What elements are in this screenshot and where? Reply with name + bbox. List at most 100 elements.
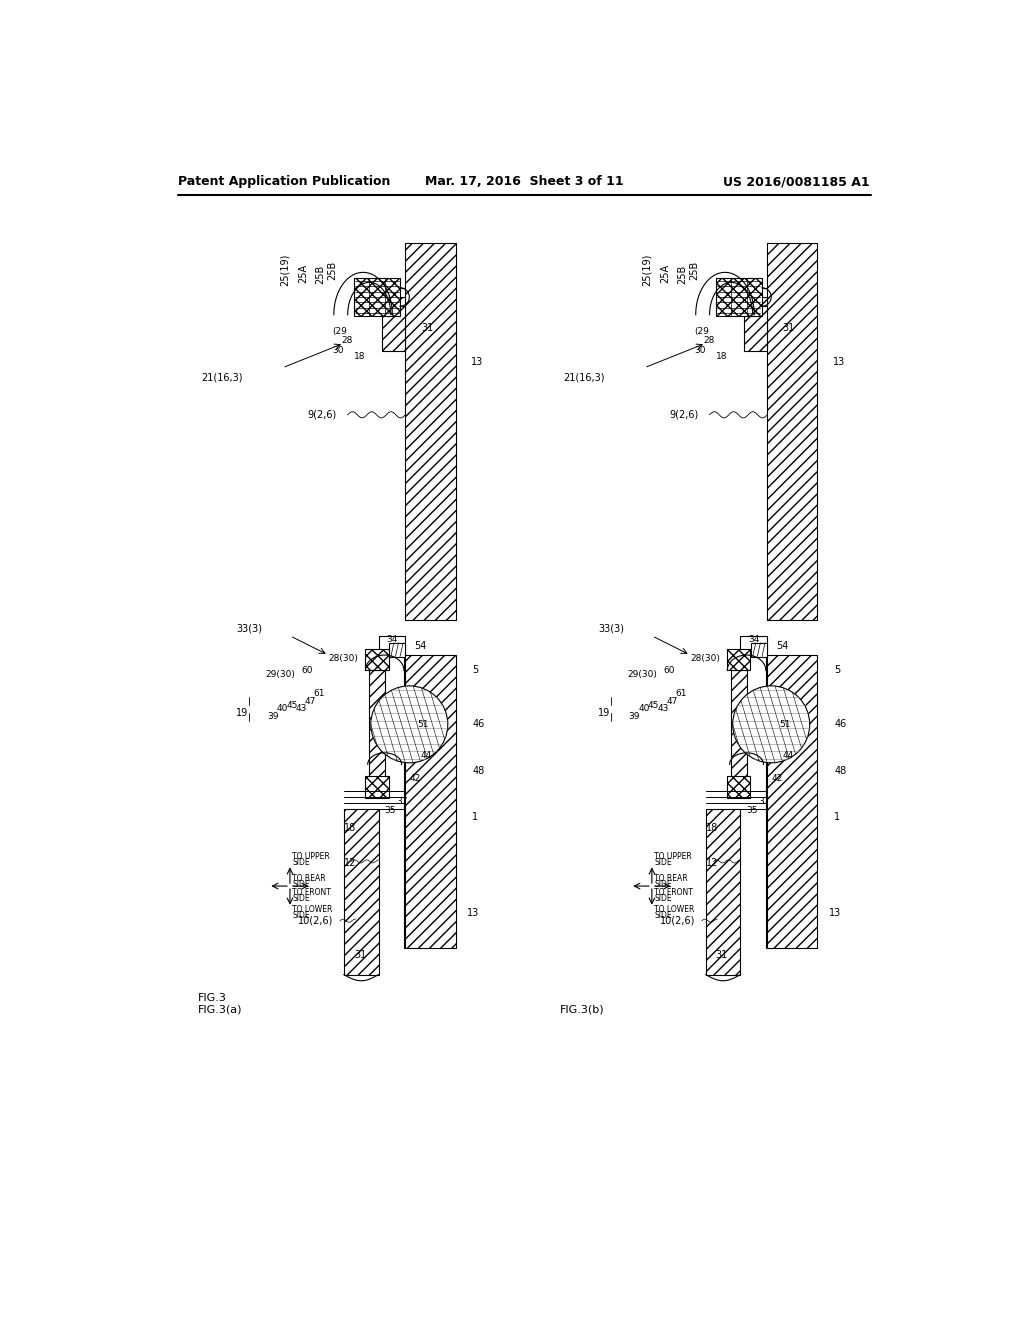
Text: 39: 39 — [267, 713, 279, 721]
Text: 13: 13 — [833, 358, 845, 367]
Text: TO REAR: TO REAR — [292, 874, 326, 883]
Text: US 2016/0081185 A1: US 2016/0081185 A1 — [723, 176, 869, 187]
Text: SIDE: SIDE — [292, 911, 310, 920]
Text: 30: 30 — [694, 346, 706, 355]
Text: TO UPPER: TO UPPER — [654, 853, 692, 861]
Text: 10(2,6): 10(2,6) — [659, 916, 695, 925]
Text: 19: 19 — [598, 708, 610, 718]
Text: 35: 35 — [385, 807, 396, 814]
Text: 28(30): 28(30) — [690, 655, 720, 664]
Text: 18: 18 — [354, 352, 366, 360]
Bar — [706, 809, 740, 974]
Bar — [406, 655, 456, 948]
Text: 25A: 25A — [298, 264, 308, 284]
Text: TO FRONT: TO FRONT — [292, 888, 331, 896]
Text: SIDE: SIDE — [654, 880, 672, 888]
Text: 25(19): 25(19) — [280, 253, 290, 286]
Text: 51: 51 — [417, 719, 428, 729]
Text: 40: 40 — [639, 705, 650, 713]
Text: 5: 5 — [835, 665, 841, 676]
Bar — [366, 776, 388, 797]
Text: 5: 5 — [472, 665, 478, 676]
Text: 43: 43 — [295, 705, 307, 713]
Text: 28: 28 — [703, 337, 715, 346]
Text: 60: 60 — [301, 667, 313, 675]
Text: 48: 48 — [835, 766, 847, 776]
Bar — [379, 636, 406, 655]
Bar — [406, 243, 456, 620]
Circle shape — [371, 686, 447, 763]
Text: FIG.3(a): FIG.3(a) — [198, 1005, 242, 1014]
Text: 9(2,6): 9(2,6) — [670, 409, 698, 420]
Text: SIDE: SIDE — [654, 894, 672, 903]
Text: 47: 47 — [667, 697, 678, 706]
Text: 12: 12 — [706, 858, 718, 869]
Text: 25B: 25B — [678, 264, 688, 284]
Text: 25B: 25B — [328, 260, 337, 280]
Text: 28(30): 28(30) — [329, 655, 358, 664]
Bar — [344, 809, 379, 974]
Bar — [727, 649, 751, 671]
Text: 44: 44 — [782, 751, 794, 759]
Bar — [767, 243, 817, 620]
Text: SIDE: SIDE — [292, 894, 310, 903]
Text: TO UPPER: TO UPPER — [292, 853, 330, 861]
Bar — [370, 671, 385, 779]
Text: 61: 61 — [313, 689, 326, 698]
Text: 1: 1 — [835, 812, 841, 822]
Text: SIDE: SIDE — [292, 880, 310, 888]
Text: FIG.3: FIG.3 — [198, 993, 226, 1003]
Text: 31: 31 — [354, 950, 367, 961]
Text: 18: 18 — [344, 824, 356, 833]
Text: TO LOWER: TO LOWER — [654, 904, 694, 913]
Text: 42: 42 — [771, 774, 782, 783]
Text: 13: 13 — [829, 908, 841, 917]
Text: 40: 40 — [276, 705, 288, 713]
Text: 35: 35 — [746, 807, 758, 814]
Text: 13: 13 — [471, 358, 483, 367]
Bar — [382, 297, 406, 351]
Text: 29(30): 29(30) — [265, 669, 295, 678]
Text: 60: 60 — [664, 667, 675, 675]
Text: 45: 45 — [648, 701, 659, 710]
Text: 51: 51 — [779, 719, 791, 729]
Bar — [727, 776, 751, 797]
Text: Patent Application Publication: Patent Application Publication — [178, 176, 391, 187]
Text: 25B: 25B — [689, 260, 699, 280]
Bar — [716, 277, 762, 317]
Text: FIG.3(b): FIG.3(b) — [559, 1005, 604, 1014]
Text: 31: 31 — [716, 950, 728, 961]
Text: TO FRONT: TO FRONT — [654, 888, 693, 896]
Text: 44: 44 — [421, 751, 432, 759]
Text: SIDE: SIDE — [654, 911, 672, 920]
Bar — [366, 649, 388, 671]
Text: 37: 37 — [758, 797, 770, 805]
Text: 37: 37 — [396, 797, 408, 805]
Text: 1: 1 — [472, 812, 478, 822]
Text: 19: 19 — [237, 708, 248, 718]
Text: SIDE: SIDE — [292, 858, 310, 867]
Text: 54: 54 — [776, 640, 788, 651]
Text: 33(3): 33(3) — [237, 623, 262, 634]
Text: 13: 13 — [467, 908, 479, 917]
Text: (29: (29 — [333, 327, 347, 337]
Text: 10(2,6): 10(2,6) — [298, 916, 333, 925]
Text: 31: 31 — [782, 323, 795, 333]
Text: 54: 54 — [414, 640, 426, 651]
Text: 33(3): 33(3) — [598, 623, 624, 634]
Circle shape — [733, 686, 810, 763]
Bar — [744, 297, 767, 351]
Bar — [767, 655, 817, 948]
Text: 47: 47 — [304, 697, 316, 706]
Text: 21(16,3): 21(16,3) — [563, 372, 605, 383]
Text: 34: 34 — [386, 635, 397, 644]
Text: 43: 43 — [657, 705, 669, 713]
Text: 18: 18 — [706, 824, 718, 833]
Text: 34: 34 — [749, 635, 760, 644]
Text: 46: 46 — [835, 719, 847, 730]
Text: 39: 39 — [629, 713, 640, 721]
Bar — [389, 643, 404, 656]
Text: 9(2,6): 9(2,6) — [307, 409, 337, 420]
Text: 45: 45 — [286, 701, 298, 710]
Text: 30: 30 — [333, 346, 344, 355]
